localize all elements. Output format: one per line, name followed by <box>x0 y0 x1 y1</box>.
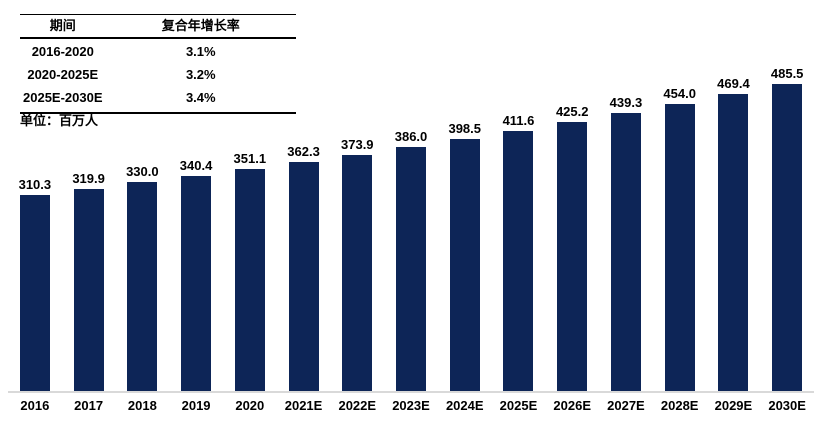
bar-value-label: 439.3 <box>609 95 643 110</box>
bar <box>127 182 158 391</box>
bar-value-label: 425.2 <box>555 104 589 119</box>
bar <box>396 147 426 391</box>
cagr-cell: 3.2% <box>185 67 216 82</box>
bar-group: 454.0 <box>653 86 707 391</box>
bar-group: 485.5 <box>760 66 814 391</box>
table-row: 2020-2025E 3.2% <box>20 63 296 86</box>
bar-value-label: 411.6 <box>502 113 535 128</box>
bar-group: 373.9 <box>330 137 384 391</box>
period-cell: 2020-2025E <box>27 67 99 82</box>
x-axis-label: 2021E <box>284 398 323 413</box>
bar-value-label: 469.4 <box>717 76 750 91</box>
x-axis-labels: 2016 2017 2018 2019 2020 2021E 2022E 2023E 2024E… <box>8 398 814 413</box>
table-row: 2016-2020 3.1% <box>20 40 296 63</box>
x-axis-label: 2030E <box>768 398 806 413</box>
bar <box>449 139 480 391</box>
bar <box>610 113 641 391</box>
unit-label: 单位：百万人 <box>20 113 99 128</box>
bar <box>772 84 803 391</box>
bar <box>557 122 588 391</box>
bar <box>503 131 534 391</box>
x-axis-label: 2023E <box>392 398 430 413</box>
bar-value-label: 310.3 <box>18 177 52 192</box>
bar-group: 439.3 <box>599 95 653 391</box>
cagr-table: 期间 复合年增长率 2016-2020 3.1% 2020-2025E 3.2% 202… <box>20 14 296 114</box>
x-axis-label: 2026E <box>553 398 591 413</box>
bar-value-label: 485.5 <box>770 66 804 81</box>
bar-group: 351.1 <box>223 151 277 391</box>
bar-group: 469.4 <box>707 76 761 391</box>
x-axis-label: 2024E <box>445 398 484 413</box>
bar-value-label: 362.3 <box>287 144 320 159</box>
bar-group: 386.0 <box>384 129 438 391</box>
bar <box>288 162 319 391</box>
bar-group: 319.9 <box>62 171 116 391</box>
x-axis-label: 2028E <box>660 398 699 413</box>
x-axis-label: 2027E <box>607 398 645 413</box>
bar <box>234 169 265 391</box>
cagr-table-body: 2016-2020 3.1% 2020-2025E 3.2% 2025E-2030E 3.… <box>20 39 296 114</box>
x-axis-label: 2017 <box>74 398 104 413</box>
table-row: 2025E-2030E 3.4% <box>20 86 296 109</box>
x-axis-label: 2020 <box>235 398 265 413</box>
x-axis-label: 2022E <box>338 398 377 413</box>
bar <box>342 155 373 391</box>
bar-value-label: 319.9 <box>72 171 105 186</box>
bar-value-label: 351.1 <box>233 151 267 166</box>
bar-value-label: 398.5 <box>448 121 482 136</box>
cagr-cell: 3.4% <box>185 90 216 105</box>
bar-group: 310.3 <box>8 177 62 391</box>
cagr-cell: 3.1% <box>185 44 216 59</box>
bar-value-label: 454.0 <box>663 86 696 101</box>
bar <box>664 104 695 391</box>
period-cell: 2016-2020 <box>31 44 94 59</box>
bar-group: 411.6 <box>492 113 546 391</box>
bar <box>181 176 212 391</box>
bar-value-label: 330.0 <box>126 164 159 179</box>
x-axis-label: 2019 <box>181 398 211 413</box>
cagr-table-header: 期间 复合年增长率 <box>20 14 296 39</box>
bar <box>19 195 50 391</box>
bar-group: 330.0 <box>115 164 169 391</box>
x-axis-label: 2029E <box>714 398 753 413</box>
bar-group: 362.3 <box>277 144 331 391</box>
bar-value-label: 386.0 <box>394 129 428 144</box>
plot-area: 310.3 319.9 330.0 340.4 351.1 362.3 373.9 386.0… <box>8 0 814 393</box>
period-cell: 2025E-2030E <box>23 90 103 105</box>
bar <box>718 94 749 391</box>
cagr-header: 复合年增长率 <box>161 18 240 33</box>
x-axis-label: 2018 <box>127 398 157 413</box>
period-header: 期间 <box>49 18 76 33</box>
bar-group: 425.2 <box>545 104 599 391</box>
bar-group: 398.5 <box>438 121 492 391</box>
bar <box>73 189 104 391</box>
x-axis-label: 2025E <box>499 398 538 413</box>
bar-value-label: 340.4 <box>179 158 213 173</box>
x-axis-label: 2016 <box>20 398 50 413</box>
bar-value-label: 373.9 <box>341 137 374 152</box>
bar-group: 340.4 <box>169 158 223 391</box>
bar-chart: 310.3 319.9 330.0 340.4 351.1 362.3 373.9 386.0… <box>8 0 814 413</box>
